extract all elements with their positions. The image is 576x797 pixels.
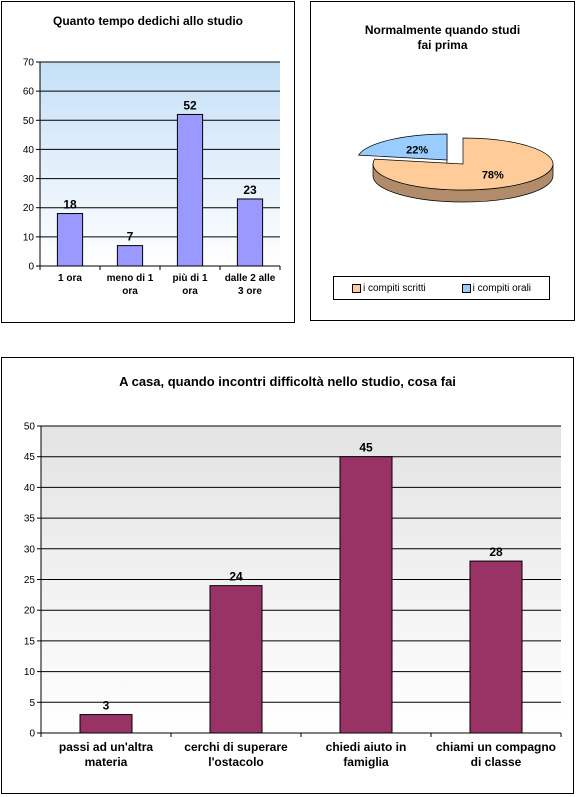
chart-title-line-2: fai prima: [417, 38, 468, 52]
pie-slice: [372, 137, 554, 191]
chart-difficulties: A casa, quando incontri difficoltà nello…: [1, 357, 574, 794]
y-tick-label: 70: [23, 58, 35, 69]
bar: [79, 714, 133, 734]
category-label: ora: [182, 286, 198, 297]
legend-label: i compiti scritti: [362, 282, 426, 294]
y-tick-label: 40: [24, 483, 36, 494]
bar: [469, 560, 523, 734]
y-tick-label: 30: [24, 544, 36, 555]
data-label: 45: [359, 441, 373, 455]
chart-time-studying: Quanto tempo dedichi allo studio 0 10 20 30…: [1, 1, 295, 323]
pie-data-label: 78%: [482, 169, 504, 181]
chart-title-line-1: Normalmente quando studi: [364, 23, 521, 37]
category-label: l'ostacolo: [208, 755, 264, 769]
legend: i compiti scritti i compiti orali: [333, 276, 550, 300]
category-label: famiglia: [343, 755, 389, 769]
chart-title: A casa, quando incontri difficoltà nello…: [119, 374, 456, 389]
bar: [236, 198, 264, 267]
category-label: ora: [122, 286, 138, 297]
data-label: 52: [183, 98, 197, 112]
data-label: 28: [489, 545, 503, 559]
bar: [116, 245, 144, 267]
legend-item: i compiti orali: [461, 282, 532, 294]
y-tick-label: 0: [28, 262, 34, 273]
category-label: dalle 2 alle: [225, 273, 276, 284]
y-tick-label: 15: [24, 636, 36, 647]
category-label: chiedi aiuto in: [326, 740, 407, 754]
y-tick-label: 10: [24, 667, 36, 678]
data-label: 18: [63, 198, 77, 212]
category-label: di classe: [471, 755, 522, 769]
data-label: 3: [103, 699, 110, 713]
y-tick-label: 40: [23, 145, 35, 156]
bar: [209, 585, 263, 734]
bar: [339, 456, 393, 734]
category-label: materia: [85, 755, 128, 769]
y-tick-label: 50: [24, 422, 36, 433]
data-label: 24: [229, 570, 243, 584]
legend-label: i compiti orali: [472, 282, 532, 294]
data-label: 23: [243, 183, 257, 197]
y-tick-label: 30: [23, 174, 35, 185]
data-label: 7: [127, 230, 134, 244]
y-tick-label: 20: [24, 606, 36, 617]
y-tick-label: 60: [23, 87, 35, 98]
bar-chart-svg: 0 5 10 15 20 25 30 35 40 45 50 3 passi ad un'altrama…: [24, 422, 562, 769]
category-label: cerchi di superare: [184, 740, 288, 754]
category-label: chiami un compagno: [436, 740, 556, 754]
y-tick-label: 35: [24, 514, 36, 525]
y-tick-label: 50: [23, 116, 35, 127]
bar: [176, 113, 204, 267]
y-tick-label: 25: [24, 575, 36, 586]
y-tick-label: 20: [23, 203, 35, 214]
chart-what-first: Normalmente quando studi fai prima 78% 22…: [310, 1, 575, 321]
category-label: più di 1: [173, 273, 208, 284]
y-tick-label: 0: [29, 729, 35, 740]
pie-slice: [357, 133, 448, 161]
legend-swatch: [351, 283, 361, 293]
category-label: 3 ore: [238, 286, 262, 297]
category-label: 1 ora: [58, 273, 82, 284]
pie-chart-svg: 78% 22%: [357, 133, 554, 203]
category-label: meno di 1: [107, 273, 154, 284]
legend-swatch: [461, 283, 471, 293]
bar-chart-svg: 0 10 20 30 40 50 60 70 18 1 ora 7 meno di 1 ora 52 più…: [23, 58, 281, 297]
legend-item: i compiti scritti: [351, 282, 426, 294]
pie-data-label: 22%: [406, 145, 428, 157]
chart-title: Quanto tempo dedichi allo studio: [52, 14, 243, 28]
y-tick-label: 5: [29, 698, 35, 709]
y-tick-label: 45: [24, 452, 36, 463]
y-tick-label: 10: [23, 232, 35, 243]
bar: [56, 213, 84, 267]
category-label: passi ad un'altra: [59, 740, 154, 754]
